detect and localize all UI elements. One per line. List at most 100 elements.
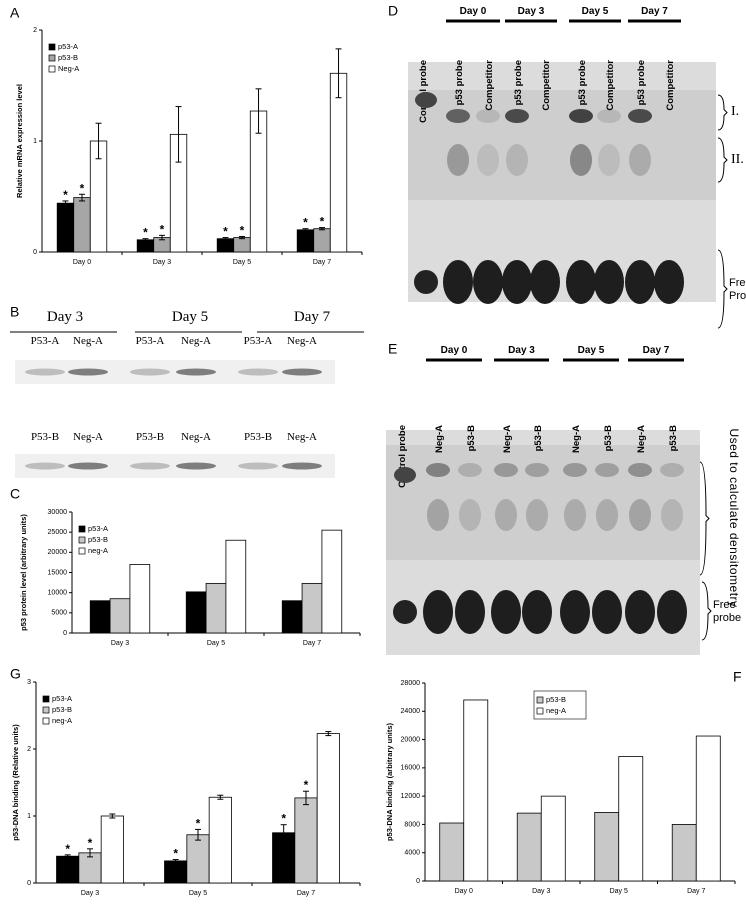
- shift-band: [569, 109, 593, 123]
- error-bar: [325, 731, 332, 737]
- x-tick-label: Day 5: [207, 640, 225, 647]
- shift-band: [525, 463, 549, 477]
- blot-band: [68, 462, 108, 470]
- x-tick-label: Day 5: [189, 890, 207, 897]
- blot-band: [238, 462, 278, 470]
- bar: [100, 815, 124, 884]
- y-tick-label: 15000: [48, 569, 68, 576]
- bar: [281, 600, 303, 634]
- shift-band: [595, 463, 619, 477]
- y-tick-label: 8000: [404, 821, 420, 828]
- bar: [109, 598, 131, 634]
- lane-label: p53 probe: [513, 60, 524, 105]
- bar: [164, 860, 188, 884]
- blot-band: [130, 462, 170, 470]
- error-bar: [335, 48, 342, 99]
- y-tick-label: 10000: [48, 590, 68, 597]
- bar: [233, 237, 251, 253]
- bar: [208, 796, 232, 884]
- error-bar: [255, 88, 262, 134]
- bar: [294, 797, 318, 884]
- x-tick-label: Day 7: [313, 259, 331, 266]
- panel-label: F: [733, 669, 742, 685]
- lane-label: p53-B: [466, 425, 477, 452]
- day-label: Day 5: [578, 345, 605, 356]
- lane-label: p53-B: [603, 425, 614, 452]
- error-bar: [109, 813, 116, 819]
- bar: [186, 834, 210, 884]
- smear-band: [427, 499, 449, 531]
- bar: [301, 582, 323, 634]
- control-free: [414, 270, 438, 294]
- legend-label: neg-A: [546, 706, 566, 715]
- blot-lane-label: Neg-A: [287, 335, 317, 347]
- significance: *: [143, 226, 148, 240]
- free-probe-band: [522, 590, 552, 634]
- lane-label: p53-B: [533, 425, 544, 452]
- control-free: [393, 600, 417, 624]
- y-axis-label: p53 protein level (arbitrary units): [19, 514, 28, 631]
- blot-lane-label: P53-B: [31, 431, 59, 443]
- y-tick-label: 20000: [401, 736, 421, 743]
- error-bar: [142, 238, 149, 242]
- free-probe-label: Free: [729, 277, 746, 289]
- y-tick-label: 0: [416, 878, 420, 885]
- free-probe-band: [455, 590, 485, 634]
- legend-swatch: [48, 43, 56, 51]
- lane-label: Neg-A: [434, 425, 445, 453]
- legend-swatch: [42, 706, 50, 714]
- bar: [225, 539, 247, 634]
- error-bar: [222, 237, 229, 241]
- legend-swatch: [42, 717, 50, 725]
- error-bar: [319, 227, 325, 231]
- error-bar: [64, 854, 71, 859]
- lane-label: Competitor: [665, 60, 676, 111]
- significance: *: [320, 215, 325, 229]
- blot-band: [25, 368, 65, 376]
- panel-label: A: [10, 5, 20, 21]
- bar: [89, 600, 111, 634]
- legend-label: neg-A: [52, 716, 72, 725]
- bar: [296, 229, 315, 253]
- smear-band: [598, 144, 620, 176]
- day-label: Day 3: [518, 6, 545, 17]
- legend-swatch: [48, 54, 56, 62]
- panel-label: B: [10, 304, 19, 320]
- bar: [129, 564, 151, 634]
- x-tick-label: Day 3: [153, 259, 171, 266]
- smear-band: [526, 499, 548, 531]
- bar: [185, 591, 207, 634]
- bar: [216, 238, 235, 253]
- legend-swatch: [78, 536, 86, 544]
- shift-band: [505, 109, 529, 123]
- bar: [516, 812, 542, 882]
- y-axis-label: p53-DNA binding (Relative units): [11, 724, 20, 841]
- day-label: Day 7: [643, 345, 670, 356]
- legend-label: p53-B: [546, 695, 566, 704]
- significance: *: [173, 847, 178, 861]
- blot-lane-label: P53-B: [136, 431, 164, 443]
- blot-band: [282, 368, 322, 376]
- control-band: [415, 92, 437, 108]
- smear-band: [459, 499, 481, 531]
- panel-label: D: [388, 3, 398, 19]
- bar: [313, 228, 331, 253]
- y-axis-label: Relative mRNA expression level: [15, 84, 24, 198]
- lane-label: p53 probe: [454, 60, 465, 105]
- lane-label: p53 probe: [577, 60, 588, 105]
- free-probe-band: [566, 260, 596, 304]
- blot-band: [25, 462, 65, 470]
- smear-band: [629, 144, 651, 176]
- shift-band: [628, 463, 652, 477]
- blot-lane-label: P53-A: [31, 335, 60, 347]
- y-tick-label: 4000: [404, 850, 420, 857]
- significance: *: [304, 778, 309, 792]
- band-label: II.: [731, 152, 744, 167]
- blot-day: Day 7: [294, 309, 331, 325]
- x-tick-label: Day 7: [303, 640, 321, 647]
- significance: *: [65, 842, 70, 856]
- control-label: Control probe: [397, 425, 408, 488]
- free-probe-band: [443, 260, 473, 304]
- bar: [618, 756, 644, 882]
- y-tick-label: 25000: [48, 529, 68, 536]
